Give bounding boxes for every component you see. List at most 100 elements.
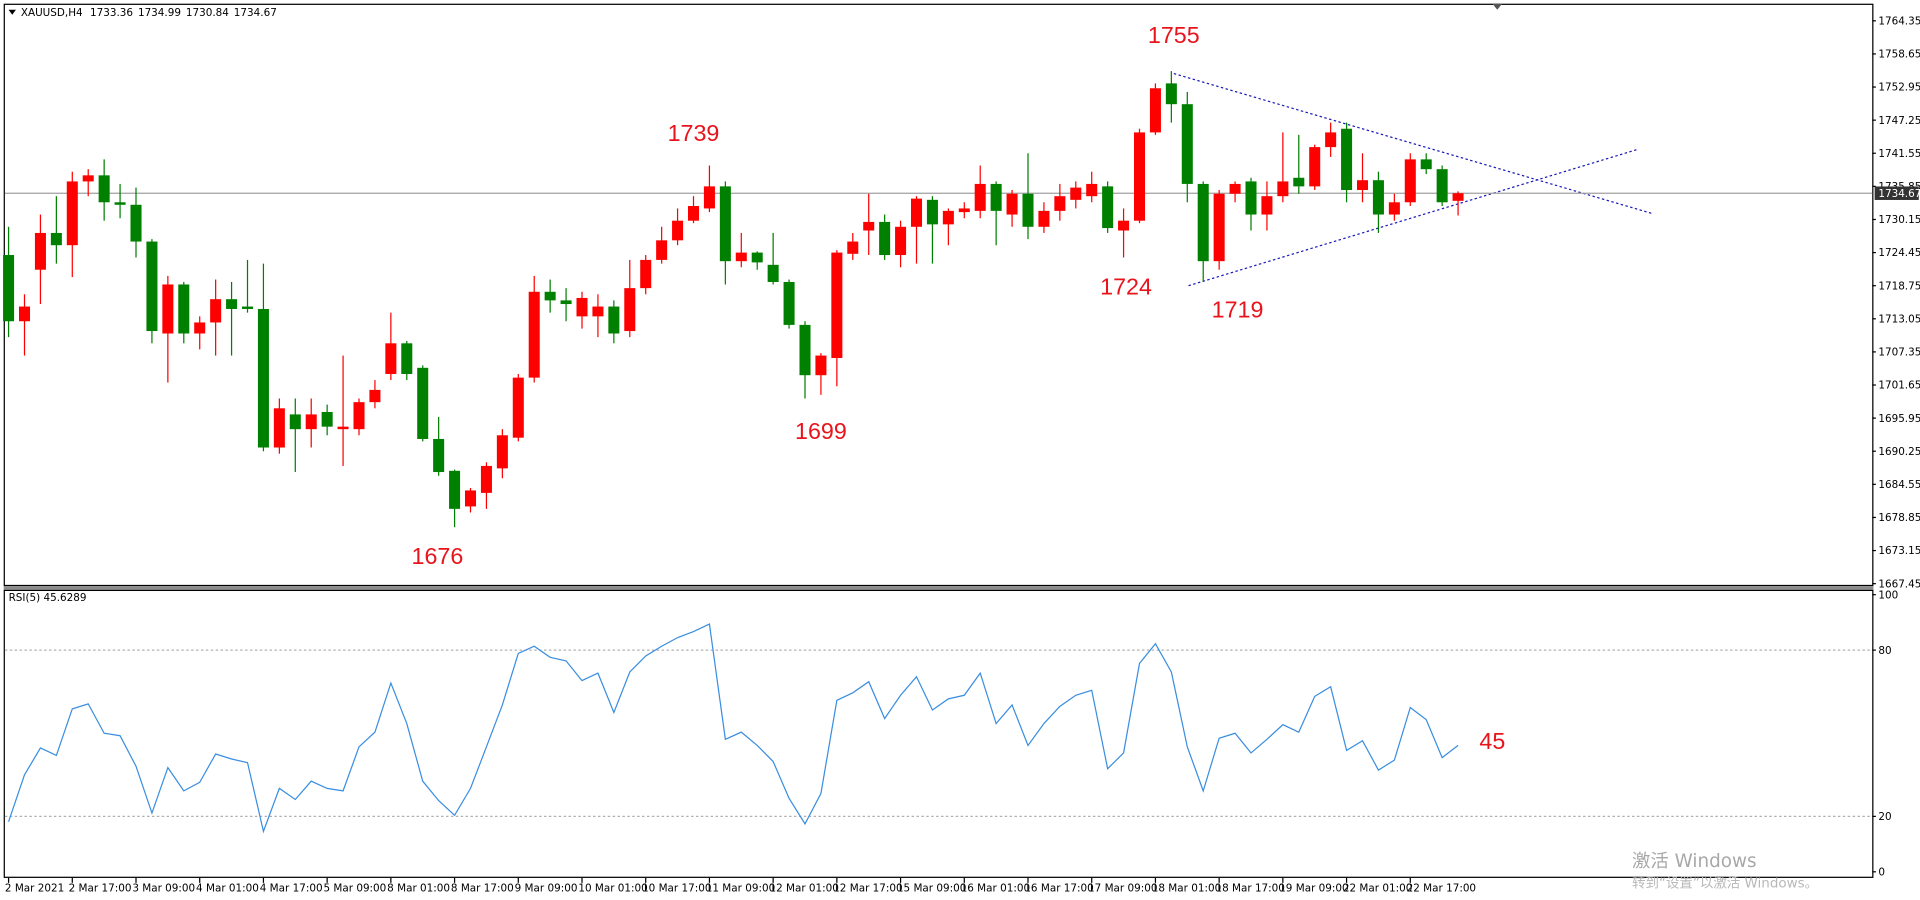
x-tick-label: 10 Mar 01:00 — [578, 882, 647, 894]
candle-body — [114, 202, 126, 205]
rsi-panel — [3, 589, 1874, 878]
candle-body — [942, 210, 954, 225]
candle-body — [656, 240, 668, 260]
rsi-y-tick-label: 100 — [1878, 589, 1898, 601]
candle-body — [1436, 169, 1448, 203]
x-tick-label: 9 Mar 09:00 — [515, 882, 578, 894]
candle-body — [18, 306, 31, 322]
symbol: XAUUSD,H4 — [21, 7, 83, 19]
annotation: 1739 — [668, 120, 720, 146]
y-tick-label: 1701.65 — [1878, 380, 1920, 392]
y-tick-label: 1747.25 — [1878, 115, 1920, 127]
candle-body — [1086, 183, 1098, 197]
x-tick-label: 15 Mar 09:00 — [897, 882, 966, 894]
x-tick-label: 4 Mar 17:00 — [260, 882, 323, 894]
candle-body — [130, 204, 142, 242]
candle-body — [544, 291, 556, 301]
y-tick-label: 1678.85 — [1878, 512, 1920, 524]
candle-body — [162, 284, 174, 334]
candle-body — [1133, 132, 1146, 221]
candle-body — [990, 183, 1002, 211]
rsi-title: RSI(5) 45.6289 — [9, 592, 87, 604]
candle-body — [1452, 193, 1464, 201]
candle-body — [289, 414, 301, 430]
y-tick-label: 1673.15 — [1878, 545, 1920, 557]
x-tick-label: 18 Mar 17:00 — [1215, 882, 1284, 894]
candle-body — [210, 299, 222, 323]
x-tick-label: 12 Mar 01:00 — [769, 882, 838, 894]
candle-body — [1388, 202, 1400, 215]
candle-body — [1372, 180, 1384, 215]
x-tick-label: 8 Mar 17:00 — [451, 882, 514, 894]
candle-body — [1229, 183, 1241, 194]
y-tick-label: 1707.35 — [1878, 347, 1920, 359]
current-price-label: 1734.67 — [1878, 188, 1920, 200]
y-tick-label: 1724.45 — [1878, 247, 1920, 259]
candle-body — [66, 181, 78, 246]
y-tick-label: 1690.25 — [1878, 446, 1920, 458]
x-tick-label: 12 Mar 17:00 — [833, 882, 902, 894]
candle-body — [1245, 181, 1257, 215]
chart-header: XAUUSD,H4 1733.36 1734.99 1730.84 1734.67 — [21, 7, 277, 19]
candle-body — [433, 438, 445, 473]
y-tick-label: 1741.55 — [1878, 148, 1920, 160]
candle-body — [257, 308, 269, 448]
candle-body — [767, 264, 779, 282]
shift-marker — [1492, 3, 1503, 10]
annotation: 1724 — [1100, 273, 1152, 299]
candle-body — [241, 306, 254, 309]
candle-body — [560, 300, 572, 305]
x-tick-label: 17 Mar 09:00 — [1088, 882, 1157, 894]
candle-body — [178, 284, 190, 334]
candle-body — [464, 490, 477, 507]
annotation: 45 — [1479, 728, 1505, 754]
candle-body — [608, 306, 620, 334]
candle-body — [863, 221, 875, 231]
candle-body — [226, 299, 238, 309]
x-tick-label: 11 Mar 09:00 — [706, 882, 775, 894]
x-tick-label: 16 Mar 17:00 — [1024, 882, 1093, 894]
x-tick-label: 8 Mar 01:00 — [387, 882, 450, 894]
candle-body — [751, 252, 763, 263]
annotation: 1755 — [1148, 22, 1200, 48]
candle-body — [82, 175, 94, 182]
menu-triangle — [8, 9, 16, 15]
x-tick-label: 2 Mar 2021 — [5, 882, 64, 894]
x-tick-label: 22 Mar 01:00 — [1343, 882, 1412, 894]
candle-body — [974, 183, 986, 211]
candle-body — [194, 322, 206, 334]
y-tick-label: 1730.15 — [1878, 214, 1920, 226]
y-tick-label: 1695.95 — [1878, 413, 1920, 425]
candle-body — [719, 186, 731, 262]
candle-body — [3, 255, 15, 322]
header-close: 1734.67 — [234, 7, 277, 19]
candle-body — [1181, 104, 1193, 184]
candle-body — [1213, 193, 1225, 262]
candle-body — [703, 186, 715, 209]
x-tick-label: 10 Mar 17:00 — [642, 882, 711, 894]
candle-body — [34, 232, 46, 270]
candle-body — [1197, 183, 1209, 262]
panel-separator — [3, 586, 1874, 590]
candle-body — [926, 199, 938, 225]
candle-body — [1277, 181, 1289, 197]
candle-body — [321, 411, 333, 427]
watermark-subtitle: 转到“设置”以激活 Windows。 — [1632, 876, 1818, 892]
candle-body — [1325, 132, 1337, 148]
header-high: 1734.99 — [138, 7, 181, 19]
candle-body — [640, 259, 652, 289]
candle-body — [958, 208, 970, 213]
candle-body — [1149, 88, 1161, 133]
candle-body — [1404, 159, 1416, 203]
candle-body — [672, 220, 684, 241]
candle-body — [1022, 193, 1034, 227]
candle-body — [496, 435, 508, 469]
candle-body — [305, 414, 317, 430]
candle-body — [879, 221, 891, 256]
x-tick-label: 19 Mar 09:00 — [1279, 882, 1348, 894]
candle-body — [417, 367, 429, 439]
candle-body — [799, 324, 811, 376]
candle-body — [401, 343, 413, 374]
